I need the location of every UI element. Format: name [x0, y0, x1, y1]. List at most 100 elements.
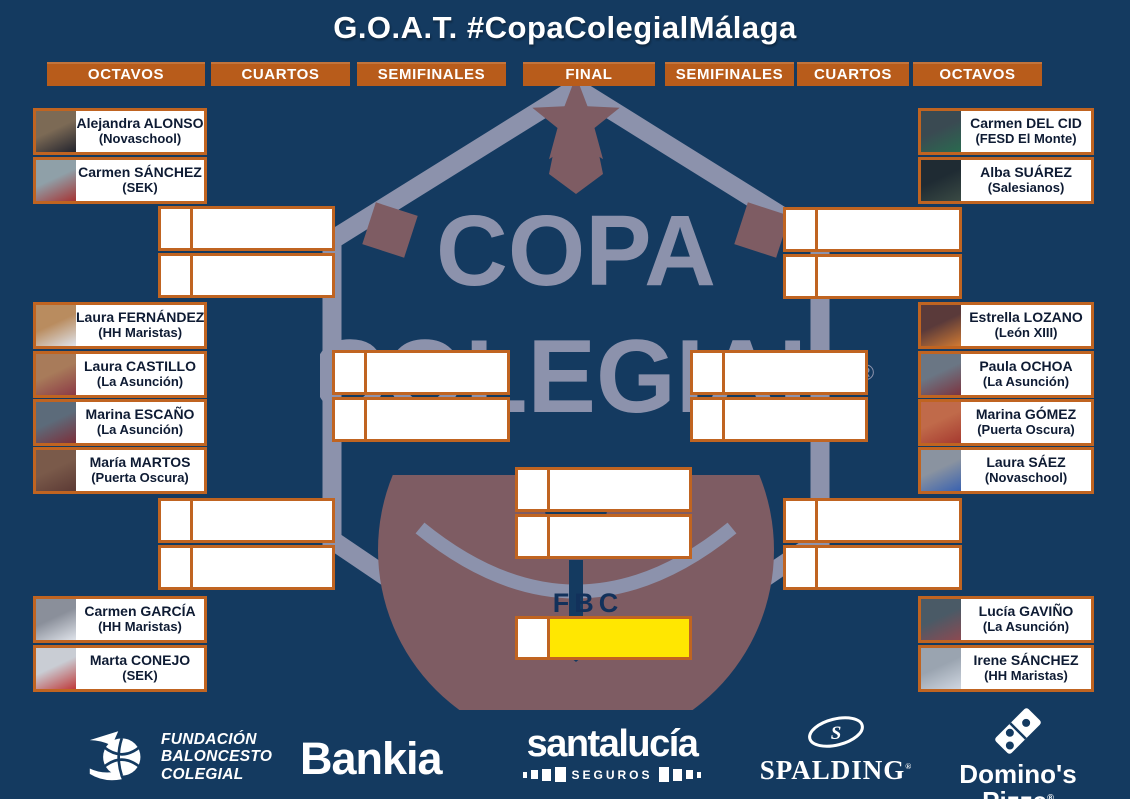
sponsor-dominos-pizza: Domino's Pizza® [957, 706, 1079, 799]
player-card: Carmen DEL CID (FESD El Monte) [918, 108, 1094, 155]
player-card: Irene SÁNCHEZ (HH Maristas) [918, 645, 1094, 692]
deco-square [686, 770, 693, 779]
semifinal-left-slot-1 [332, 350, 510, 395]
sponsor-spalding: S SPALDING® [757, 714, 915, 786]
santalucia-seguros-label: SEGUROS [571, 767, 653, 782]
slot-photo-placeholder [161, 501, 193, 540]
player-photo [36, 599, 76, 640]
player-photo [921, 599, 961, 640]
player-card: Estrella LOZANO (León XIII) [918, 302, 1094, 349]
slot-name-placeholder [193, 209, 332, 248]
player-club: (La Asunción) [96, 374, 184, 390]
round-header-semifinales-right: SEMIFINALES [665, 62, 794, 86]
slot-photo-placeholder [786, 548, 818, 587]
registered-mark: ® [905, 762, 913, 771]
player-name: Lucía GAVIÑO [978, 603, 1074, 620]
player-card: Alejandra ALONSO (Novaschool) [33, 108, 207, 155]
slot-name-placeholder [725, 400, 865, 439]
player-card: Paula OCHOA (La Asunción) [918, 351, 1094, 398]
fbc-basketball-icon [89, 731, 141, 781]
player-name: Carmen GARCÍA [84, 603, 196, 620]
player-club: (SEK) [122, 180, 158, 196]
watermark-caption-fbc: FBC [553, 588, 624, 618]
player-photo [36, 305, 76, 346]
player-card: Marta CONEJO (SEK) [33, 645, 207, 692]
deco-square [696, 771, 702, 778]
slot-photo-placeholder [693, 353, 725, 392]
slot-name-placeholder [193, 256, 332, 295]
player-photo [921, 402, 961, 443]
santalucia-seguros-row: SEGUROS [523, 767, 702, 782]
player-card: Carmen GARCÍA (HH Maristas) [33, 596, 207, 643]
round-header-cuartos-left: CUARTOS [211, 62, 350, 86]
sponsor-santalucia: santalucía SEGUROS [523, 725, 702, 782]
player-name: María MARTOS [89, 454, 191, 471]
player-club: (SEK) [122, 668, 158, 684]
deco-square [531, 770, 538, 779]
slot-photo-placeholder [335, 353, 367, 392]
player-club: (FESD El Monte) [975, 131, 1077, 147]
player-club: (Puerta Oscura) [91, 470, 189, 486]
player-club: (La Asunción) [96, 422, 184, 438]
player-photo [36, 450, 76, 491]
star-shape [532, 80, 620, 160]
player-photo [921, 450, 961, 491]
player-club: (Novaschool) [98, 131, 182, 147]
player-card: Lucía GAVIÑO (La Asunción) [918, 596, 1094, 643]
dominos-line2: Pizza® [957, 788, 1079, 799]
cuartos-left-top-slot-1 [158, 206, 335, 251]
player-photo [36, 402, 76, 443]
slot-photo-placeholder [161, 209, 193, 248]
semifinal-right-slot-1 [690, 350, 868, 395]
player-club: (HH Maristas) [98, 619, 182, 635]
right-diamond [734, 202, 790, 258]
slot-name-placeholder [818, 210, 959, 249]
slot-photo-placeholder [518, 619, 550, 657]
player-club: (HH Maristas) [984, 668, 1068, 684]
slot-photo-placeholder [161, 548, 193, 587]
fbc-line2: BALONCESTO [161, 748, 273, 766]
registered-mark: ® [1047, 792, 1054, 799]
slot-photo-placeholder [786, 210, 818, 249]
sponsor-row: FUNDACIÓN BALONCESTO COLEGIAL Bankia san… [0, 700, 1130, 799]
slot-name-placeholder [550, 517, 689, 556]
player-card: Marina GÓMEZ (Puerta Oscura) [918, 399, 1094, 446]
slot-name-placeholder [367, 353, 507, 392]
player-photo [921, 111, 961, 152]
player-club: (La Asunción) [982, 374, 1070, 390]
player-photo [921, 160, 961, 201]
slot-photo-placeholder [518, 517, 550, 556]
player-name: Carmen SÁNCHEZ [78, 164, 202, 181]
player-name: Alba SUÁREZ [980, 164, 1072, 181]
dominos-line1: Domino's [959, 759, 1077, 789]
cuartos-right-top-slot-1 [783, 207, 962, 252]
slot-name-placeholder [193, 548, 332, 587]
cuartos-left-bottom-slot-2 [158, 545, 335, 590]
deco-square [554, 767, 566, 782]
player-photo [921, 648, 961, 689]
player-card: María MARTOS (Puerta Oscura) [33, 447, 207, 494]
fbc-line1: FUNDACIÓN [161, 731, 257, 749]
player-photo [36, 160, 76, 201]
spalding-wordmark: SPALDING® [759, 755, 913, 785]
pentagon-shape [549, 140, 603, 194]
slot-photo-placeholder [693, 400, 725, 439]
deco-square [523, 771, 528, 778]
deco-square [541, 768, 551, 781]
dominos-tile-icon [995, 708, 1041, 754]
final-slot-2 [515, 514, 692, 559]
semifinal-left-slot-2 [332, 397, 510, 442]
deco-square [673, 768, 683, 781]
player-name: Alejandra ALONSO [76, 115, 204, 132]
slot-photo-placeholder [786, 501, 818, 540]
player-name: Laura CASTILLO [83, 358, 196, 375]
player-name: Irene SÁNCHEZ [973, 652, 1079, 669]
round-header-octavos-right: OCTAVOS [913, 62, 1042, 86]
cuartos-left-bottom-slot-1 [158, 498, 335, 543]
slot-photo-placeholder [786, 257, 818, 296]
slot-name-placeholder [193, 501, 332, 540]
round-header-final: FINAL [523, 62, 655, 86]
player-name: Carmen DEL CID [970, 115, 1082, 132]
cuartos-right-bottom-slot-2 [783, 545, 962, 590]
player-name: Estrella LOZANO [969, 309, 1083, 326]
